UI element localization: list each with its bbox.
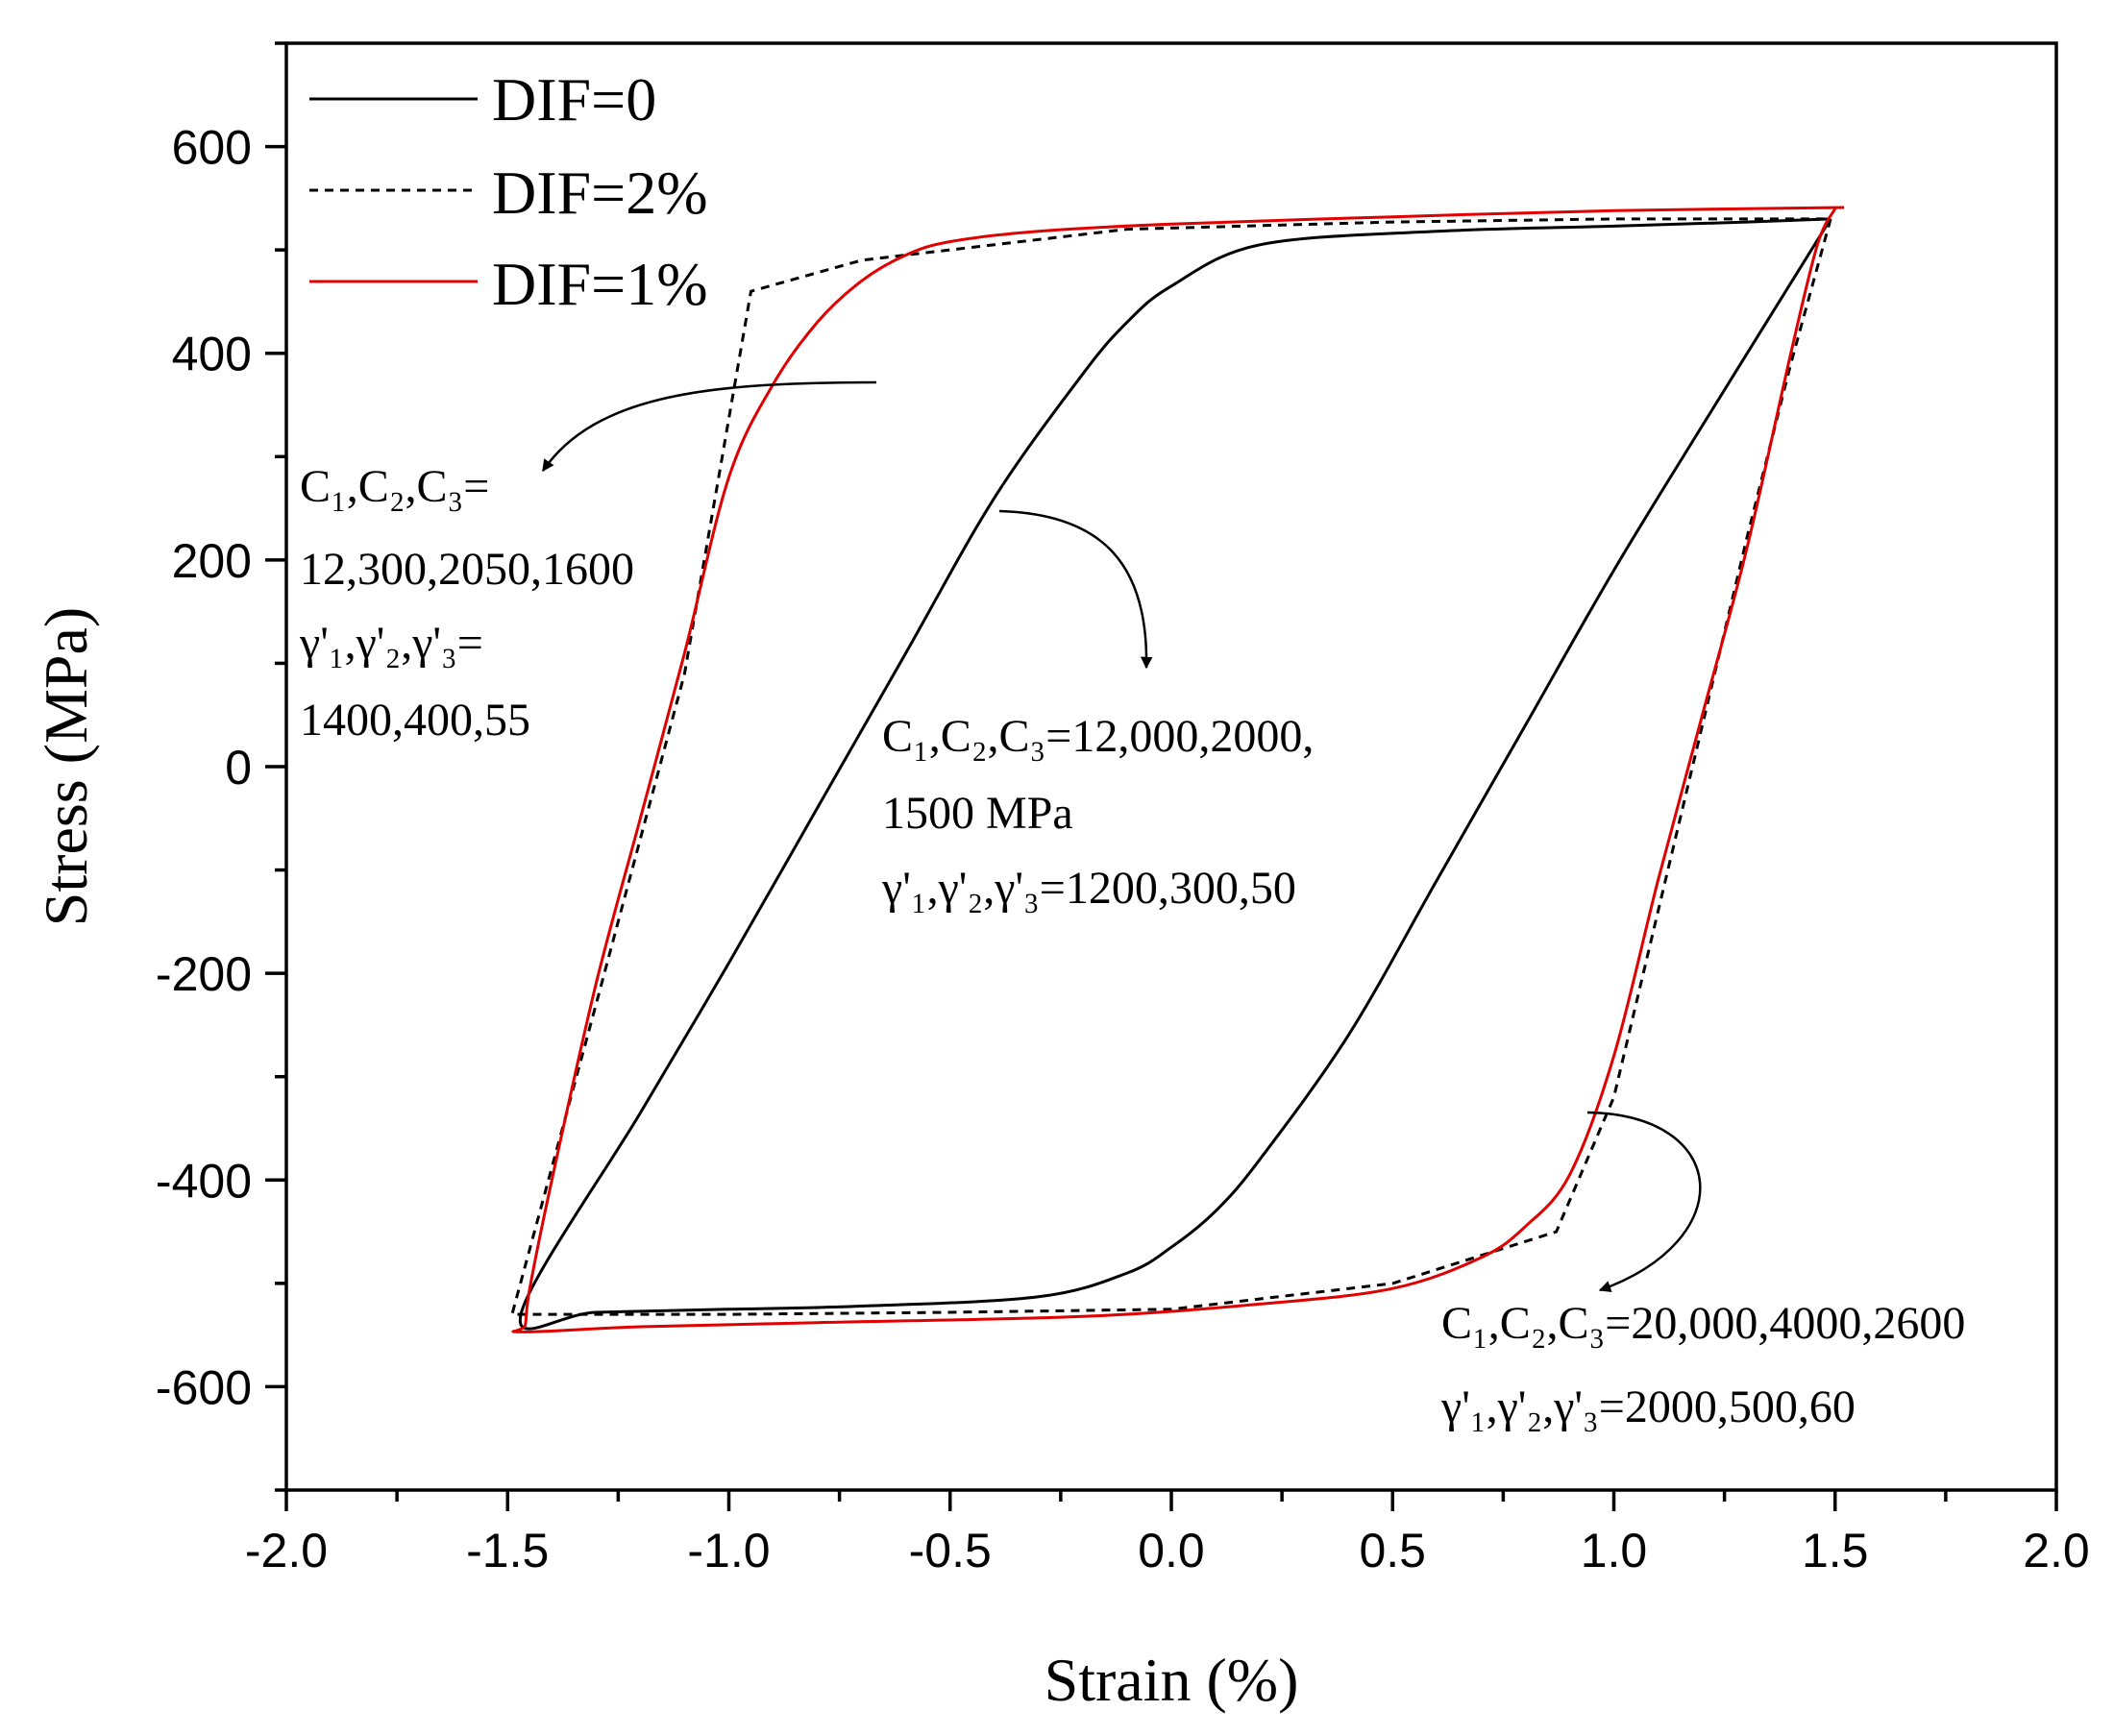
y-tick-label: 600 xyxy=(172,121,252,175)
annotation-dif0-line2: 1500 MPa xyxy=(882,788,1073,839)
legend: DIF=0 DIF=2% DIF=1% xyxy=(309,65,708,318)
series-line-dif0 xyxy=(518,217,1832,1331)
y-tick-label: 400 xyxy=(172,328,252,381)
annotation-dif2: C₁,C₂,C₃=20,000,4000,2600 γ'₁,γ'₂,γ'₃=20… xyxy=(1440,1298,1965,1432)
x-axis-ticks: -2.0 -1.5 -1.0 -0.5 0.0 0.5 1.0 1.5 2.0 xyxy=(245,1490,2090,1577)
x-tick-label: 2.0 xyxy=(2023,1524,2090,1577)
annotation-dif2-line1: C₁,C₂,C₃=20,000,4000,2600 xyxy=(1441,1298,1965,1349)
annotation-dif1-line3: γ'₁,γ'₂,γ'₃= xyxy=(299,618,483,669)
x-tick-label: 1.0 xyxy=(1581,1524,1648,1577)
legend-label-dif1: DIF=1% xyxy=(492,250,708,318)
y-tick-label: 200 xyxy=(172,534,252,588)
y-axis-title: Stress (MPa) xyxy=(32,607,100,926)
annotation-arrow-dif1 xyxy=(541,380,877,473)
legend-label-dif2: DIF=2% xyxy=(492,159,708,227)
annotation-dif1: C₁,C₂,C₃= 12,300,2050,1600 γ'₁,γ'₂,γ'₃= … xyxy=(299,461,634,746)
y-tick-label: 0 xyxy=(225,741,252,795)
annotation-dif0-line3: γ'₁,γ'₂,γ'₃=1200,300,50 xyxy=(881,863,1296,914)
annotation-dif1-line1: C₁,C₂,C₃= xyxy=(300,461,489,512)
annotation-dif2-line2: γ'₁,γ'₂,γ'₃=2000,500,60 xyxy=(1440,1381,1856,1432)
annotation-arrow-dif0 xyxy=(998,509,1153,670)
annotation-arrow-dif2 xyxy=(1586,1111,1702,1293)
y-tick-label: -400 xyxy=(156,1154,252,1208)
y-tick-label: -600 xyxy=(156,1360,252,1414)
annotation-dif1-line4: 1400,400,55 xyxy=(300,695,530,746)
x-tick-label: 1.5 xyxy=(1802,1524,1869,1577)
x-tick-label: -1.5 xyxy=(466,1524,549,1577)
x-axis-title: Strain (%) xyxy=(1045,1646,1299,1714)
x-tick-label: 0.0 xyxy=(1138,1524,1205,1577)
y-tick-label: -200 xyxy=(156,947,252,1001)
x-tick-label: -0.5 xyxy=(909,1524,992,1577)
x-tick-label: -1.0 xyxy=(687,1524,770,1577)
annotation-dif1-line2: 12,300,2050,1600 xyxy=(300,544,634,595)
annotation-dif0: C₁,C₂,C₃=12,000,2000, 1500 MPa γ'₁,γ'₂,γ… xyxy=(881,711,1314,914)
y-axis-ticks: -600 -400 -200 0 200 400 600 xyxy=(156,41,286,1492)
x-tick-label: -2.0 xyxy=(245,1524,328,1577)
annotation-dif0-line1: C₁,C₂,C₃=12,000,2000, xyxy=(882,711,1314,762)
series-layer xyxy=(510,206,1845,1333)
series-line-dif1 xyxy=(511,206,1845,1333)
legend-label-dif0: DIF=0 xyxy=(492,65,656,134)
x-tick-label: 0.5 xyxy=(1359,1524,1426,1577)
series-line-dif2 xyxy=(510,217,1832,1316)
